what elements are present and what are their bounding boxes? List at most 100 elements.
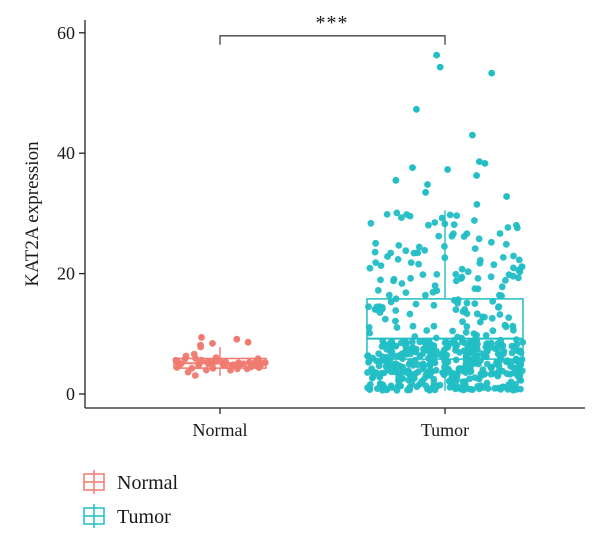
outlier-point-tumor <box>481 160 489 167</box>
data-point-tumor <box>382 385 390 393</box>
legend: Normal Tumor <box>83 470 179 528</box>
data-point-tumor <box>409 322 417 330</box>
data-point-tumor <box>429 384 436 391</box>
outlier-point-tumor <box>488 69 496 77</box>
data-point-tumor <box>449 369 456 377</box>
data-point-tumor <box>464 268 472 276</box>
data-point-tumor <box>395 362 403 369</box>
data-point-tumor <box>444 343 452 351</box>
outlier-point-tumor <box>424 181 431 188</box>
data-point-tumor <box>440 354 448 362</box>
data-point-tumor <box>450 221 458 229</box>
data-point-tumor <box>446 211 454 219</box>
data-point-tumor <box>414 361 422 369</box>
data-point-tumor <box>518 367 526 375</box>
data-point-tumor <box>482 332 490 339</box>
data-point-tumor <box>430 322 438 330</box>
data-point-tumor <box>398 280 406 287</box>
data-point-tumor <box>371 248 379 256</box>
data-point-tumor <box>508 342 516 350</box>
data-point-tumor <box>492 370 500 377</box>
outlier-point-tumor <box>473 201 481 208</box>
outlier-point-normal <box>198 334 205 341</box>
outlier-point-tumor <box>444 166 451 173</box>
data-point-tumor <box>408 380 416 387</box>
y-axis-title: KAT2A expression <box>22 141 43 287</box>
data-point-tumor <box>498 283 506 291</box>
data-point-tumor <box>376 380 384 388</box>
outlier-point-tumor <box>469 131 476 139</box>
y-axis-ticks: 0 20 40 60 <box>57 23 85 404</box>
data-point-tumor <box>383 211 391 218</box>
data-point-tumor <box>487 273 495 281</box>
data-point-tumor <box>458 338 466 346</box>
data-point-tumor <box>502 240 510 248</box>
data-point-tumor <box>419 271 427 278</box>
data-point-tumor <box>444 365 452 373</box>
data-point-tumor <box>393 209 401 217</box>
data-point-tumor <box>453 375 461 383</box>
data-point-tumor <box>497 386 505 393</box>
data-point-tumor <box>375 362 383 370</box>
data-point-tumor <box>398 374 406 382</box>
outlier-point-tumor <box>413 105 420 113</box>
data-point-tumor <box>381 315 389 323</box>
data-point-tumor <box>393 324 401 331</box>
data-point-tumor <box>481 370 489 378</box>
data-point-tumor <box>459 365 467 373</box>
data-point-tumor <box>425 221 432 229</box>
data-point-tumor <box>515 274 522 282</box>
data-point-tumor <box>412 348 420 356</box>
data-point-tumor <box>463 230 471 238</box>
data-point-tumor <box>406 310 414 318</box>
data-point-tumor <box>395 242 403 249</box>
data-point-tumor <box>503 358 510 366</box>
outlier-point-tumor <box>436 63 444 71</box>
outlier-point-normal <box>197 341 204 349</box>
data-point-tumor <box>392 317 399 325</box>
data-point-tumor <box>430 301 438 309</box>
data-point-tumor <box>510 252 517 260</box>
data-point-tumor <box>515 256 523 264</box>
data-point-tumor <box>476 259 484 267</box>
data-point-normal <box>184 368 192 376</box>
data-point-tumor <box>366 386 374 393</box>
x-tick-label-normal: Normal <box>193 420 248 440</box>
data-point-tumor <box>384 367 392 374</box>
data-point-tumor <box>469 357 477 365</box>
data-point-tumor <box>377 276 384 284</box>
data-point-tumor <box>516 268 524 276</box>
data-point-tumor <box>392 342 400 350</box>
data-point-tumor <box>398 214 405 222</box>
outlier-point-tumor <box>473 172 480 179</box>
data-point-tumor <box>407 274 414 282</box>
y-tick-label-20: 20 <box>57 264 75 284</box>
data-point-tumor <box>459 308 467 315</box>
outlier-point-normal <box>209 340 216 347</box>
data-point-tumor <box>499 254 507 261</box>
data-point-tumor <box>462 328 470 336</box>
data-point-tumor <box>488 238 495 246</box>
data-point-tumor <box>487 370 495 378</box>
data-point-tumor <box>395 369 402 376</box>
data-point-tumor <box>471 245 479 253</box>
significance-label: *** <box>316 12 349 34</box>
data-point-tumor <box>495 362 503 370</box>
data-point-tumor <box>457 275 465 282</box>
box-layer <box>173 210 524 391</box>
data-point-tumor <box>463 323 471 330</box>
data-point-tumor <box>387 249 395 257</box>
data-point-tumor <box>424 370 431 377</box>
data-point-tumor <box>487 364 495 372</box>
data-point-tumor <box>435 232 443 240</box>
data-point-tumor <box>425 338 433 345</box>
data-point-tumor <box>494 304 502 311</box>
data-point-tumor <box>490 261 498 269</box>
data-point-tumor <box>474 275 482 282</box>
data-point-tumor <box>453 212 461 220</box>
data-point-tumor <box>513 224 521 232</box>
data-point-tumor <box>390 275 398 283</box>
data-point-tumor <box>404 386 411 394</box>
data-point-tumor <box>377 262 385 269</box>
